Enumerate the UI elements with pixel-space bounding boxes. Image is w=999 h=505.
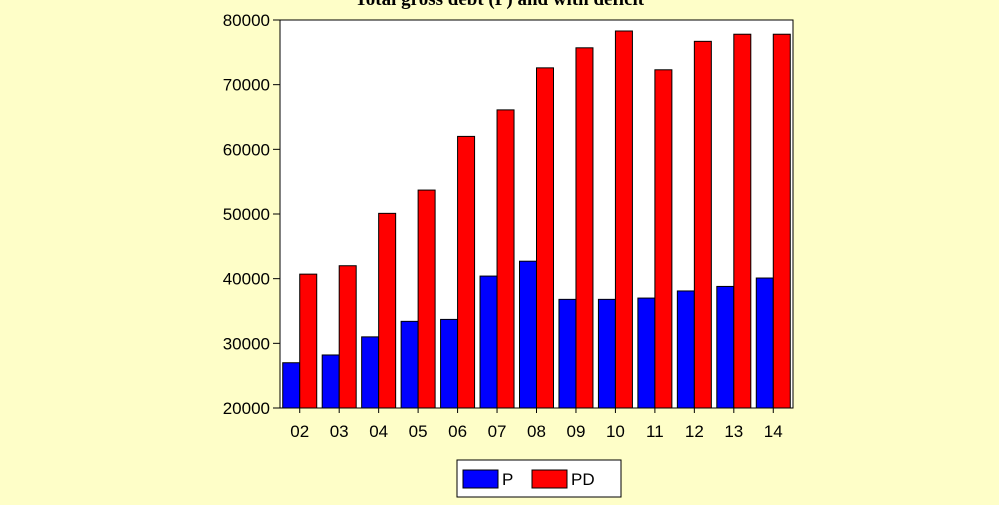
bar-p-09	[558, 298, 577, 409]
bar-pd-11	[654, 69, 673, 409]
x-tick-label: 02	[290, 422, 309, 441]
x-tick-label: 09	[567, 422, 586, 441]
bar-p-03	[321, 354, 340, 409]
bar-pd-07	[496, 109, 515, 409]
x-tick-label: 14	[764, 422, 783, 441]
bar-pd-04	[378, 212, 397, 409]
chart-title: Total gross debt (P) and with deficit	[0, 0, 999, 11]
legend-label-pd: PD	[571, 470, 595, 489]
y-tick-label: 80000	[223, 11, 270, 30]
x-tick-label: 03	[330, 422, 349, 441]
bar-p-14	[755, 277, 774, 409]
x-tick-label: 07	[488, 422, 507, 441]
bar-pd-05	[417, 189, 436, 409]
legend-swatch-p	[462, 469, 499, 489]
bar-pd-08	[536, 67, 554, 409]
bar-p-12	[676, 290, 695, 409]
bar-p-05	[400, 320, 419, 409]
bar-pd-02	[299, 273, 318, 409]
bar-pd-14	[772, 33, 791, 409]
y-tick-label: 20000	[223, 399, 270, 418]
bar-p-11	[637, 297, 656, 409]
legend-label-p: P	[502, 470, 513, 489]
bar-p-10	[597, 298, 616, 409]
y-tick-label: 30000	[223, 334, 270, 353]
x-tick-label: 05	[409, 422, 428, 441]
bar-pd-03	[338, 265, 357, 409]
bar-p-08	[519, 260, 537, 409]
x-tick-label: 06	[448, 422, 467, 441]
x-tick-label: 11	[646, 422, 664, 441]
x-tick-label: 13	[724, 422, 743, 441]
x-tick-label: 12	[685, 422, 704, 441]
bar-p-04	[361, 336, 380, 409]
bar-pd-06	[457, 135, 476, 409]
legend: P PD	[456, 459, 622, 498]
bar-p-02	[282, 362, 301, 409]
bar-pd-13	[733, 33, 752, 409]
bar-pd-12	[693, 40, 712, 409]
y-tick-label: 50000	[223, 205, 270, 224]
x-tick-label: 10	[606, 422, 625, 441]
x-tick-label: 08	[527, 422, 546, 441]
bar-p-06	[440, 318, 459, 409]
bar-p-13	[716, 285, 735, 409]
bar-pd-10	[614, 30, 633, 409]
x-tick-label: 04	[369, 422, 388, 441]
y-tick-label: 60000	[223, 140, 270, 159]
y-tick-label: 70000	[223, 76, 270, 95]
legend-swatch-pd	[531, 469, 568, 489]
bar-pd-09	[575, 47, 594, 409]
y-tick-label: 40000	[223, 270, 270, 289]
bar-p-07	[479, 275, 498, 409]
